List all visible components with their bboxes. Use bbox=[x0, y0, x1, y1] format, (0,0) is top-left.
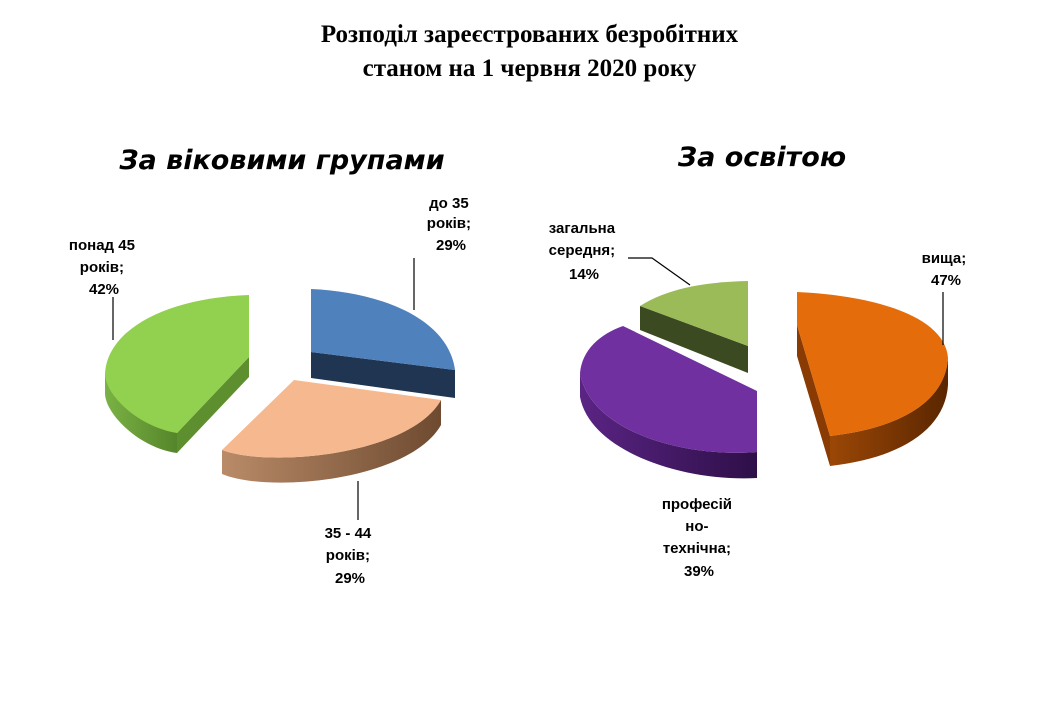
label-edu-general-value: 14% bbox=[569, 266, 599, 283]
label-age-over45-line1: понад 45 bbox=[69, 237, 135, 254]
age-chart: За віковими групами до 35 років; 29% bbox=[69, 145, 475, 587]
label-age-under35-value: 29% bbox=[436, 237, 466, 254]
age-chart-title: За віковими групами bbox=[118, 145, 444, 176]
label-age-under35-line1: до 35 bbox=[429, 195, 469, 212]
label-edu-professional: професій но- технічна; 39% bbox=[662, 496, 736, 580]
slice-edu-higher bbox=[797, 292, 948, 466]
label-edu-professional-value: 39% bbox=[684, 563, 714, 580]
slice-edu-general-side bbox=[640, 306, 748, 373]
label-edu-higher-value: 47% bbox=[931, 272, 961, 289]
slice-age-under35 bbox=[311, 289, 455, 398]
label-age-35-44-line1: 35 - 44 bbox=[325, 525, 372, 542]
main-title-line2: станом на 1 червня 2020 року bbox=[362, 55, 697, 82]
slice-age-under35-side bbox=[311, 352, 455, 398]
label-edu-higher: вища; 47% bbox=[922, 250, 971, 289]
label-edu-general: загальна середня; 14% bbox=[549, 220, 620, 283]
slice-age-over45 bbox=[105, 295, 249, 453]
slice-age-over45-top bbox=[105, 295, 249, 433]
slice-edu-higher-cut bbox=[797, 292, 830, 466]
label-age-over45: понад 45 років; 42% bbox=[69, 237, 139, 298]
label-edu-professional-line3: технічна; bbox=[663, 540, 731, 557]
label-edu-professional-line2: но- bbox=[685, 518, 708, 535]
slice-edu-professional-side bbox=[580, 373, 757, 479]
label-age-35-44: 35 - 44 років; 29% bbox=[325, 525, 376, 587]
label-age-over45-line2: років; bbox=[80, 259, 124, 276]
slice-edu-general bbox=[640, 281, 748, 373]
label-age-under35: до 35 років; 29% bbox=[427, 195, 475, 254]
slice-edu-general-top bbox=[640, 281, 748, 346]
label-age-under35-line2: років; bbox=[427, 215, 471, 232]
slice-age-under35-top bbox=[311, 289, 455, 370]
label-age-35-44-value: 29% bbox=[335, 570, 365, 587]
slice-edu-professional bbox=[580, 326, 757, 479]
label-edu-general-line1: загальна bbox=[549, 220, 616, 237]
education-chart-title: За освітою bbox=[677, 142, 846, 173]
slice-edu-higher-top bbox=[797, 292, 948, 436]
slice-age-35-44 bbox=[222, 380, 441, 483]
slice-edu-professional-top bbox=[580, 326, 757, 453]
label-age-over45-value: 42% bbox=[89, 281, 119, 298]
slice-age-over45-cut bbox=[177, 357, 249, 453]
slice-age-35-44-side bbox=[222, 400, 441, 483]
main-title-line1: Розподіл зареєстрованих безробітних bbox=[320, 21, 739, 48]
label-edu-general-line2: середня; bbox=[549, 242, 616, 259]
main-title: Розподіл зареєстрованих безробітних стан… bbox=[0, 18, 1059, 86]
slice-age-35-44-top bbox=[222, 380, 441, 458]
education-chart: За освітою вища; 47% професій но- те bbox=[549, 142, 971, 580]
slice-edu-higher-side bbox=[830, 358, 948, 466]
label-edu-professional-line1: професій bbox=[662, 496, 732, 513]
leader-edu-general bbox=[628, 257, 691, 286]
label-edu-higher-line1: вища; bbox=[922, 250, 967, 267]
label-age-35-44-line2: років; bbox=[326, 547, 370, 564]
